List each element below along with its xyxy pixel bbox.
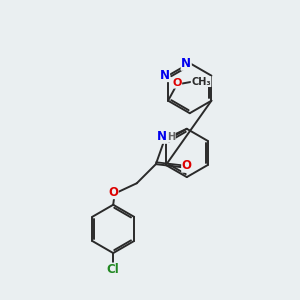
- Text: H: H: [167, 132, 175, 142]
- Text: O: O: [182, 159, 192, 172]
- Text: Cl: Cl: [107, 263, 120, 276]
- Text: CH₃: CH₃: [191, 76, 211, 86]
- Text: N: N: [181, 57, 191, 70]
- Text: O: O: [172, 78, 182, 88]
- Text: O: O: [108, 186, 118, 199]
- Text: N: N: [158, 130, 167, 143]
- Text: N: N: [160, 69, 170, 82]
